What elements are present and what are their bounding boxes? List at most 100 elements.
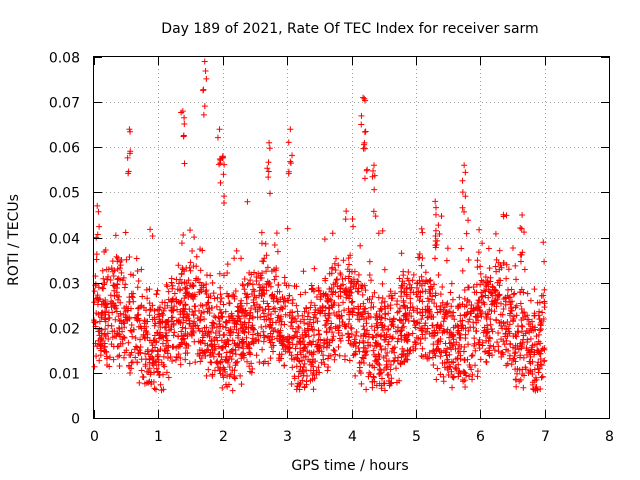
- data-point: [121, 284, 128, 291]
- data-point: [263, 280, 270, 287]
- data-point: [217, 365, 224, 372]
- data-point: [111, 287, 118, 294]
- data-point: [225, 293, 232, 300]
- data-point: [132, 354, 139, 361]
- data-point: [360, 94, 367, 101]
- data-point: [465, 318, 472, 325]
- data-point: [361, 139, 368, 146]
- data-point: [114, 343, 121, 350]
- data-point: [378, 314, 385, 321]
- data-point: [470, 284, 477, 291]
- data-point: [361, 282, 368, 289]
- data-point: [458, 245, 465, 252]
- data-point: [126, 315, 133, 322]
- data-point: [457, 312, 464, 319]
- data-point: [256, 304, 263, 311]
- data-point: [153, 338, 160, 345]
- data-point: [487, 274, 494, 281]
- data-point: [258, 229, 265, 236]
- data-point: [116, 363, 123, 370]
- data-point: [289, 152, 296, 159]
- data-point: [222, 324, 229, 331]
- data-point: [299, 331, 306, 338]
- plot-frame: [93, 56, 610, 419]
- data-point: [407, 304, 414, 311]
- data-point: [142, 350, 149, 357]
- data-point: [239, 281, 246, 288]
- data-point: [257, 314, 264, 321]
- data-point: [138, 367, 145, 374]
- data-point: [316, 347, 323, 354]
- data-point: [112, 302, 119, 309]
- data-point: [221, 161, 228, 168]
- data-point: [294, 383, 301, 390]
- data-point: [216, 328, 223, 335]
- data-point: [177, 361, 184, 368]
- data-point: [256, 281, 263, 288]
- data-point: [372, 357, 379, 364]
- data-point: [503, 212, 510, 219]
- data-point: [369, 173, 376, 180]
- data-point: [189, 283, 196, 290]
- data-point: [373, 320, 380, 327]
- data-point: [216, 332, 223, 339]
- data-point: [375, 360, 382, 367]
- data-point: [135, 350, 142, 357]
- data-point: [289, 341, 296, 348]
- data-point: [195, 275, 202, 282]
- data-point: [114, 258, 121, 265]
- data-point: [182, 284, 189, 291]
- data-point: [370, 374, 377, 381]
- data-point: [437, 291, 444, 298]
- data-point: [412, 339, 419, 346]
- data-point: [119, 336, 126, 343]
- data-point: [278, 351, 285, 358]
- data-point: [118, 269, 125, 276]
- data-point: [228, 328, 235, 335]
- data-point: [350, 223, 357, 230]
- data-point: [431, 327, 438, 334]
- data-point: [431, 350, 438, 357]
- data-point: [320, 356, 327, 363]
- data-point: [289, 296, 296, 303]
- data-point: [494, 291, 501, 298]
- data-point: [191, 234, 198, 241]
- data-point: [177, 355, 184, 362]
- data-point: [464, 297, 471, 304]
- data-point: [482, 292, 489, 299]
- data-point: [308, 299, 315, 306]
- data-point: [322, 312, 329, 319]
- data-point: [498, 322, 505, 329]
- data-point: [181, 160, 188, 167]
- data-point: [311, 265, 318, 272]
- data-point: [424, 295, 431, 302]
- data-point: [419, 345, 426, 352]
- data-point: [183, 313, 190, 320]
- data-point: [414, 309, 421, 316]
- data-point: [432, 292, 439, 299]
- data-point: [192, 322, 199, 329]
- data-point: [174, 286, 181, 293]
- data-point: [128, 365, 135, 372]
- data-point: [183, 280, 190, 287]
- data-point: [247, 350, 254, 357]
- data-point: [431, 255, 438, 262]
- data-point: [121, 349, 128, 356]
- data-point: [476, 307, 483, 314]
- data-point: [510, 313, 517, 320]
- data-point: [175, 262, 182, 269]
- data-point: [339, 318, 346, 325]
- data-point: [152, 386, 159, 393]
- data-point: [98, 347, 105, 354]
- data-point: [226, 317, 233, 324]
- data-point: [232, 375, 239, 382]
- data-point: [389, 335, 396, 342]
- data-point: [159, 319, 166, 326]
- x-tick-label: 4: [348, 429, 357, 445]
- data-point: [474, 257, 481, 264]
- data-point: [400, 268, 407, 275]
- data-point: [180, 231, 187, 238]
- data-point: [524, 338, 531, 345]
- data-point: [273, 230, 280, 237]
- data-point: [532, 374, 539, 381]
